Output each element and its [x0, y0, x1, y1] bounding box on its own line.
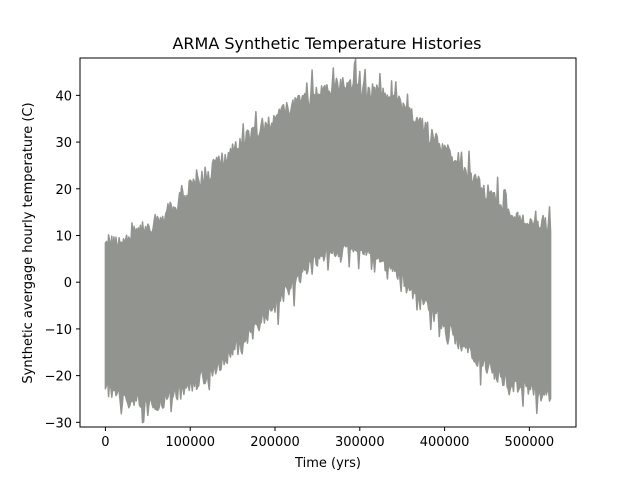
x-tick-label: 500000	[505, 435, 555, 450]
y-tick-label: 10	[55, 229, 72, 244]
x-tick-label: 100000	[165, 435, 215, 450]
plot-frame	[79, 57, 577, 428]
chart-title: ARMA Synthetic Temperature Histories	[172, 34, 481, 53]
x-tick-label: 400000	[420, 435, 470, 450]
x-tick-label: 0	[101, 435, 109, 450]
y-tick-label: 20	[55, 183, 72, 198]
y-tick-label: 40	[55, 89, 72, 104]
x-tick-label: 300000	[335, 435, 385, 450]
x-axis: 0 100000 200000 300000 400000 500000	[101, 427, 554, 450]
y-tick-label: −10	[45, 323, 72, 338]
y-tick-label: −20	[45, 370, 72, 385]
plot-area	[104, 58, 552, 424]
y-tick-label: −30	[45, 416, 72, 431]
x-tick-label: 200000	[250, 435, 300, 450]
y-tick-label: 0	[64, 276, 72, 291]
x-axis-label: Time (yrs)	[294, 456, 361, 471]
series-0-band	[104, 58, 552, 424]
y-tick-label: 30	[55, 136, 72, 151]
y-axis-label: Synthetic avergage hourly temperature (C…	[21, 102, 36, 383]
y-axis: −30 −20 −10 0 10 20 30 40	[45, 89, 80, 431]
